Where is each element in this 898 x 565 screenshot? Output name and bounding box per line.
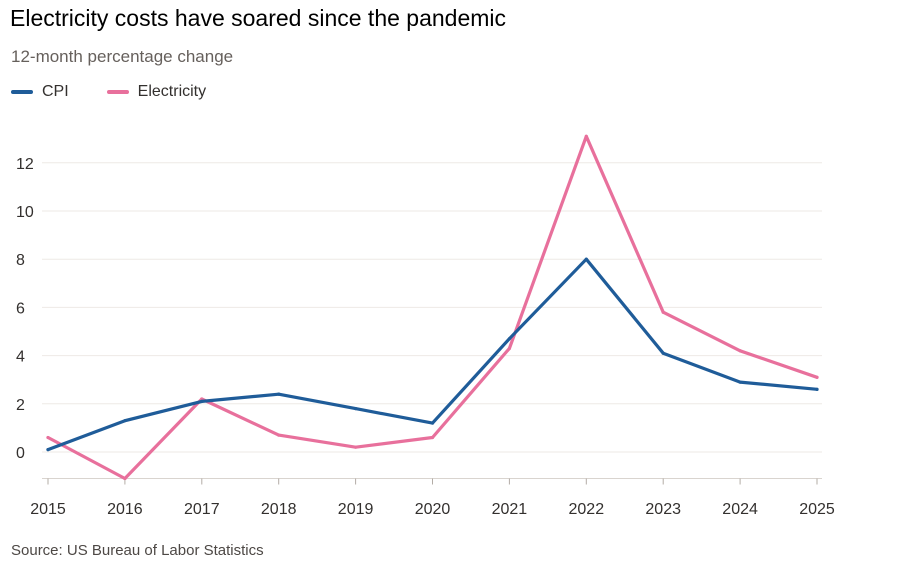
point-electricity-2023 [661,310,665,314]
point-electricity-2024 [738,349,742,353]
legend-item-electricity: Electricity [106,83,207,101]
x-tick-label-2024: 2024 [722,501,758,518]
x-tick-label-2016: 2016 [107,501,143,518]
y-tick-label-10: 10 [16,204,34,221]
x-tick-label-2015: 2015 [30,501,66,518]
x-tick-label-2020: 2020 [415,501,451,518]
legend-label-cpi: CPI [42,83,69,100]
point-cpi-2019 [354,407,358,411]
point-cpi-2021 [507,337,511,341]
point-cpi-2022 [584,257,588,261]
grid-layer [42,162,822,480]
point-cpi-2020 [430,421,435,425]
point-electricity-2018 [277,433,281,437]
chart-subtitle: 12-month percentage change [11,47,234,66]
x-axis-ticks: 2015 2016 2017 2018 2019 2020 2021 2022 2023 2024… [30,478,835,518]
point-electricity-2022 [584,134,588,138]
y-tick-label-4: 4 [16,349,25,366]
series-line-cpi [46,257,819,452]
legend-swatch-cpi [11,90,33,94]
point-cpi-2016 [123,419,127,423]
legend-item-cpi: CPI [11,83,69,101]
y-tick-label-0: 0 [16,445,25,462]
x-tick-label-2025: 2025 [799,501,835,518]
x-tick-label-2019: 2019 [338,501,374,518]
point-electricity-2025 [815,375,819,379]
point-cpi-2018 [277,392,281,396]
x-tick-label-2023: 2023 [645,501,681,518]
point-electricity-2019 [354,445,358,449]
y-axis-ticks: 0 2 4 6 8 10 12 [16,156,34,462]
point-cpi-2025 [815,387,819,391]
point-electricity-2016 [123,476,127,481]
x-tick-label-2018: 2018 [261,501,297,518]
point-electricity-2020 [430,435,435,440]
series-layer [46,134,819,481]
point-electricity-2015 [46,435,50,440]
source-note: Source: US Bureau of Labor Statistics [11,542,264,559]
point-cpi-2023 [661,351,665,355]
point-cpi-2017 [200,399,204,403]
y-tick-label-8: 8 [16,252,25,269]
legend-swatch-electricity [106,90,129,94]
y-tick-label-12: 12 [16,156,34,173]
y-tick-label-6: 6 [16,300,25,317]
point-cpi-2024 [738,380,742,384]
x-tick-label-2022: 2022 [569,501,605,518]
x-tick-label-2017: 2017 [184,501,220,518]
point-cpi-2015 [46,447,50,452]
point-electricity-2021 [507,346,511,350]
chart-title: Electricity costs have soared since the … [10,5,507,31]
legend-label-electricity: Electricity [137,83,207,100]
x-tick-label-2021: 2021 [492,501,528,518]
legend: CPI Electricity [11,83,244,101]
y-tick-label-2: 2 [16,397,25,414]
